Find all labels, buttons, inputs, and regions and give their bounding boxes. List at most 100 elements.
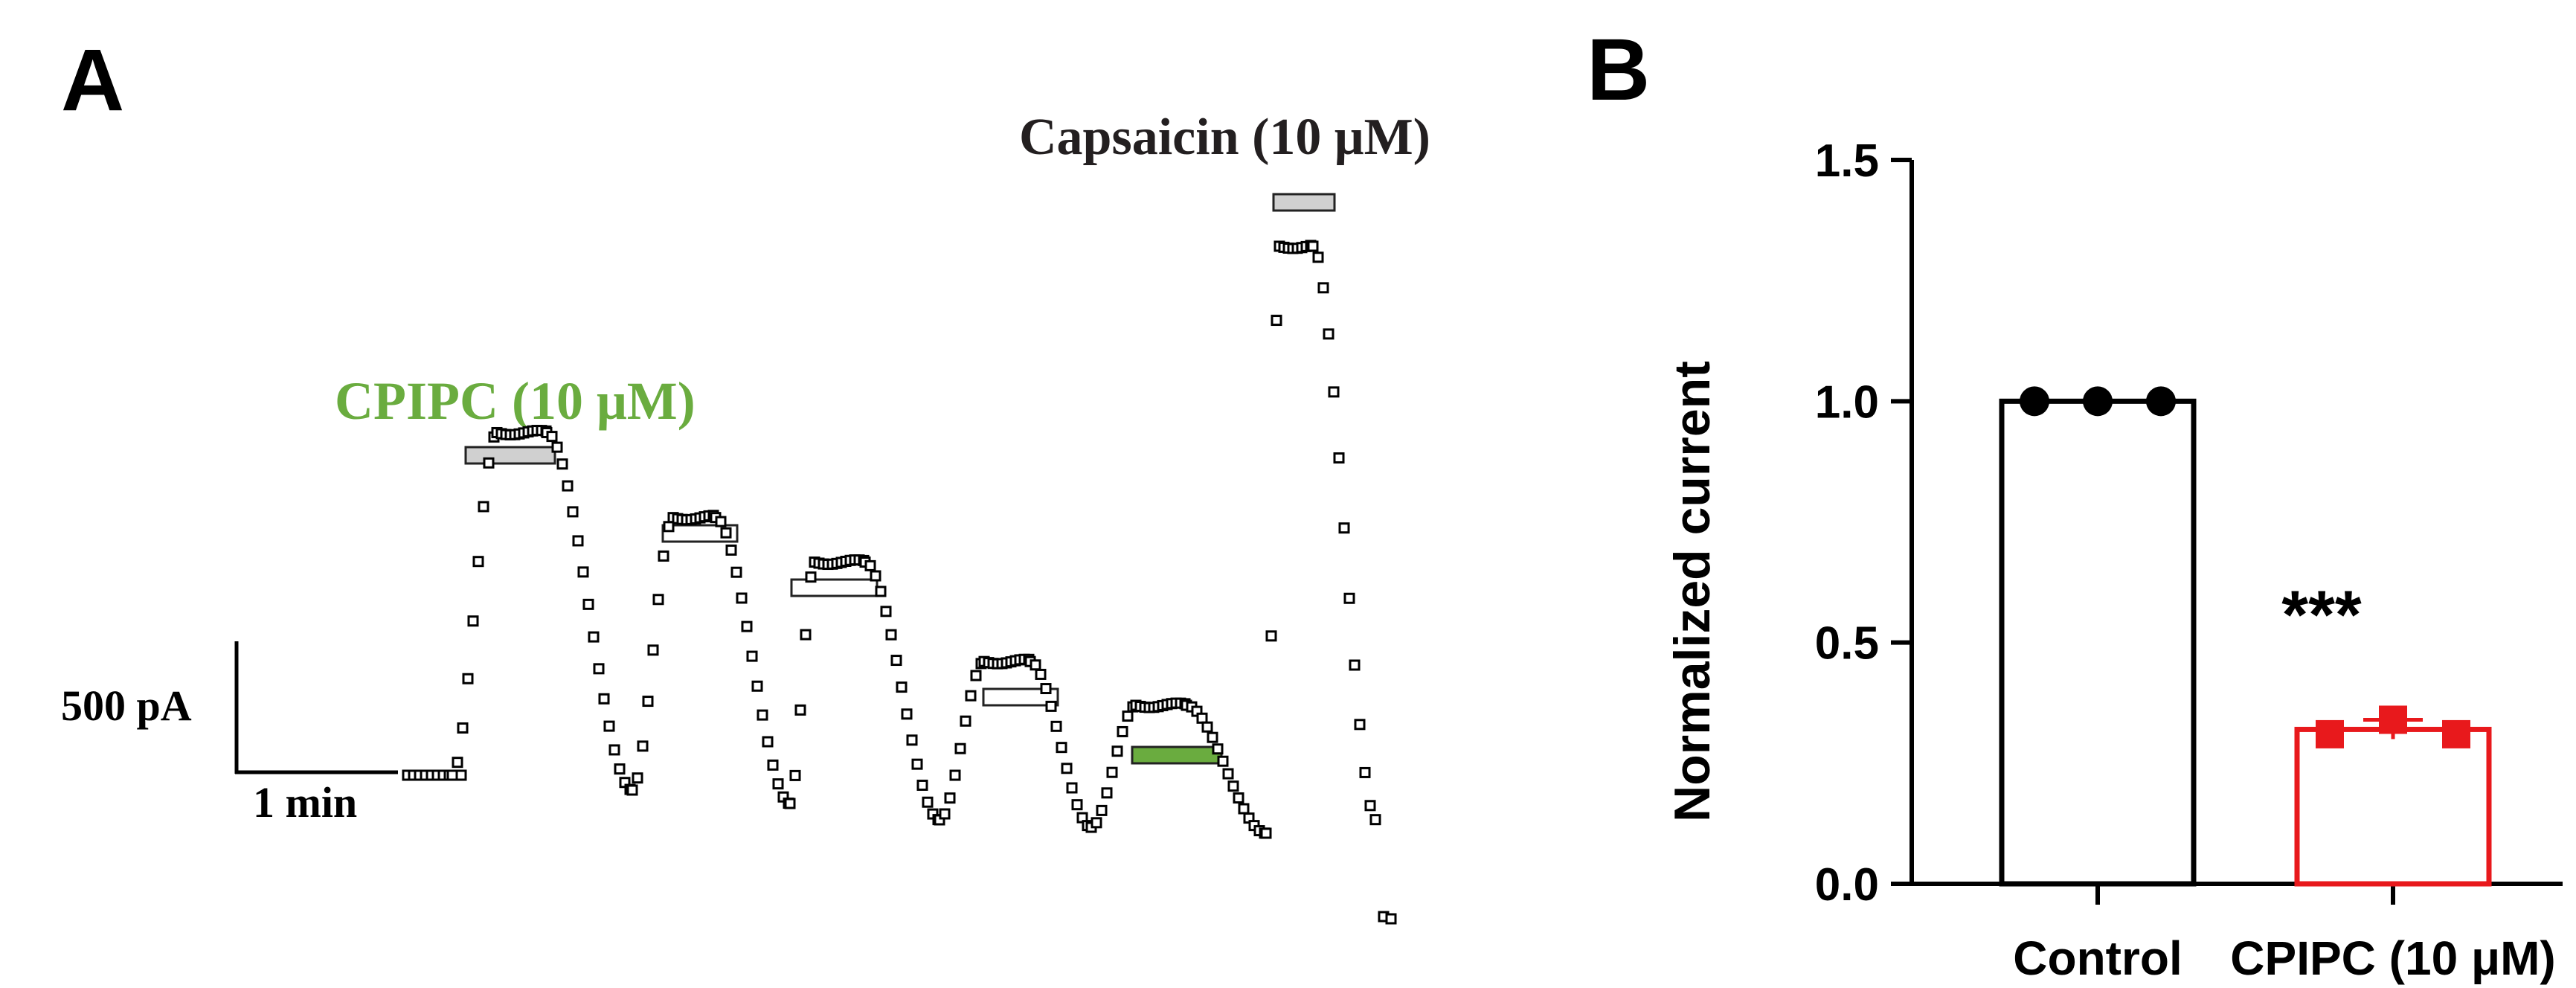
trace-point xyxy=(720,527,732,539)
trace-point xyxy=(455,769,467,781)
y-tick-label: 1.5 xyxy=(1815,135,1879,187)
trace-point xyxy=(462,673,474,684)
trace-point xyxy=(582,598,594,610)
trace-point xyxy=(446,769,458,781)
trace-point xyxy=(663,521,675,533)
trace-point xyxy=(1030,659,1041,671)
trace-point xyxy=(1271,315,1282,327)
control-point xyxy=(2146,386,2176,417)
axes: 0.0 0.5 1.0 1.5 Control CPIPC (10 μM) xyxy=(1815,135,2563,985)
cpipc-point xyxy=(2316,719,2344,748)
trace-point xyxy=(647,644,659,656)
trace-point xyxy=(1333,452,1345,463)
trace-point xyxy=(1071,799,1083,811)
trace-point xyxy=(551,441,563,453)
trace-point xyxy=(800,629,812,641)
trace-point xyxy=(1035,668,1047,680)
trace-point xyxy=(1101,787,1113,799)
trace-point xyxy=(1217,755,1229,767)
trace-point xyxy=(567,506,579,518)
x-tick-label: CPIPC (10 μM) xyxy=(2230,931,2555,985)
trace-point xyxy=(1117,725,1128,737)
trace-point xyxy=(478,501,489,513)
trace-point xyxy=(652,594,664,606)
trace-point xyxy=(1359,766,1371,778)
trace-point xyxy=(572,535,584,547)
cpipc-point xyxy=(2442,719,2470,748)
application-bar-cpipc xyxy=(1131,745,1223,765)
trace-point xyxy=(452,757,463,769)
trace-point xyxy=(588,631,600,643)
trace-point xyxy=(483,457,495,469)
trace-point xyxy=(1045,700,1057,712)
trace-point xyxy=(1233,792,1244,804)
trace-point xyxy=(608,744,620,756)
trace-point xyxy=(562,480,574,492)
bar-cpipc xyxy=(2294,726,2492,887)
trace-point xyxy=(1328,386,1340,398)
cpipc-annotation: CPIPC (10 μM) xyxy=(335,371,696,431)
trace-point xyxy=(556,458,568,470)
trace-point xyxy=(658,550,669,562)
trace-point xyxy=(736,592,748,604)
trace-point xyxy=(1096,804,1108,816)
application-bar-capsaicin xyxy=(661,524,739,543)
panel-b-bar-chart: Normalized current 0.0 0.5 1.0 1.5 Control CP… xyxy=(1664,135,2563,985)
trace-point xyxy=(875,586,887,597)
trace-point xyxy=(593,663,605,675)
trace-point xyxy=(767,759,779,771)
trace-point xyxy=(762,736,774,748)
trace-point xyxy=(906,734,918,746)
trace-point xyxy=(922,796,934,808)
trace-point xyxy=(911,758,923,770)
trace-point xyxy=(746,650,758,662)
capsaicin-annotation: Capsaicin (10 μM) xyxy=(1019,109,1430,166)
trace-point xyxy=(885,629,897,641)
trace-point xyxy=(1122,710,1134,722)
cpipc-point xyxy=(2379,705,2407,734)
trace-point xyxy=(1260,827,1272,839)
data-points xyxy=(2020,386,2470,748)
trace-point xyxy=(864,559,876,571)
trace-point xyxy=(1317,282,1329,294)
trace-point xyxy=(598,693,610,705)
trace-point xyxy=(901,708,913,720)
trace-point xyxy=(1222,768,1234,780)
y-tick-label: 1.0 xyxy=(1815,376,1879,428)
trace-point xyxy=(880,606,892,618)
trace-point xyxy=(944,792,956,804)
bar-control xyxy=(1999,398,2197,887)
trace-point xyxy=(626,784,638,796)
trace-point xyxy=(954,742,966,754)
trace-point xyxy=(725,544,737,556)
trace-point xyxy=(970,670,982,681)
trace-point xyxy=(772,778,784,790)
trace-point xyxy=(577,566,589,578)
significance-marker: *** xyxy=(2281,577,2362,653)
control-point xyxy=(2083,386,2113,417)
trace-point xyxy=(1207,731,1218,743)
application-bar-capsaicin xyxy=(1272,193,1336,212)
trace-point xyxy=(1364,800,1376,812)
trace-point xyxy=(1307,240,1319,252)
trace-point xyxy=(467,615,479,627)
trace-point xyxy=(1111,745,1123,757)
trace-point xyxy=(1061,763,1073,774)
y-tick-label: 0.5 xyxy=(1815,618,1879,670)
panel-b-label: B xyxy=(1587,21,1650,119)
current-trace xyxy=(402,240,1397,925)
trace-point xyxy=(789,769,801,781)
trace-point xyxy=(965,690,977,702)
trace-point xyxy=(1056,742,1067,754)
trace-point xyxy=(1212,743,1224,755)
trace-point xyxy=(642,696,654,708)
trace-point xyxy=(614,763,626,775)
trace-point xyxy=(1354,719,1366,731)
trace-point xyxy=(1196,712,1208,724)
trace-point xyxy=(1050,720,1062,732)
trace-point xyxy=(916,779,928,791)
trace-point xyxy=(794,704,806,716)
panel-a-trace-chart: Capsaicin (10 μM) CPIPC (10 μM) 500 pA 1… xyxy=(61,109,1430,925)
trace-point xyxy=(637,740,649,752)
